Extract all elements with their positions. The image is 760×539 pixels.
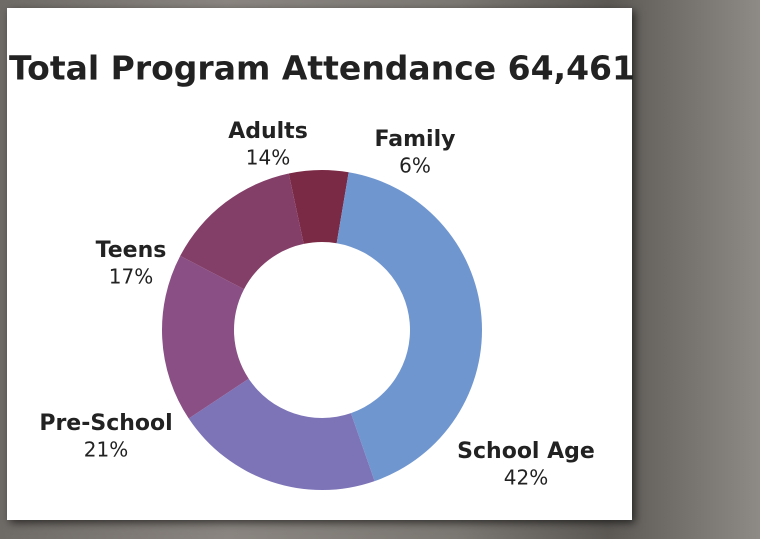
- donut-slice: [162, 255, 249, 419]
- slice-name: Adults: [228, 119, 308, 144]
- slice-percent: 21%: [84, 438, 128, 462]
- donut-slice: [188, 378, 375, 490]
- slice-percent: 14%: [246, 146, 290, 170]
- donut-slice: [288, 170, 349, 244]
- slice-name: School Age: [457, 439, 595, 464]
- slice-name: Teens: [96, 238, 167, 263]
- chart-title: Total Program Attendance 64,461: [9, 49, 635, 88]
- slice-percent: 6%: [399, 154, 431, 178]
- donut-slice: [180, 173, 304, 290]
- slice-name: Family: [375, 127, 456, 152]
- slice-percent: 17%: [109, 265, 153, 289]
- slice-name: Pre-School: [39, 411, 172, 436]
- donut-slice: [336, 172, 483, 482]
- slice-percent: 42%: [504, 466, 548, 490]
